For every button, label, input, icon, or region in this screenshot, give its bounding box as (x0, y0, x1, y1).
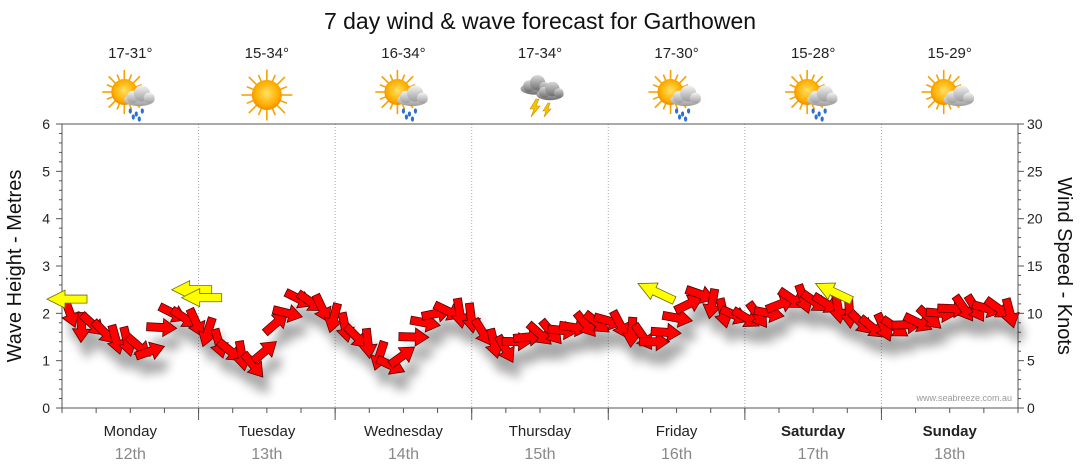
wave-arrows (46, 280, 854, 309)
wind-arrow (1000, 297, 1020, 329)
wind-arrow (387, 346, 416, 369)
wind-arrow (684, 285, 716, 304)
right-tick-label: 30 (1027, 116, 1043, 132)
cloud-shape (806, 85, 838, 107)
wind-arrow (525, 320, 552, 345)
chart-title: 7 day wind & wave forecast for Garthowen (324, 8, 756, 34)
right-tick-label: 0 (1027, 400, 1035, 416)
right-tick-label: 10 (1027, 305, 1043, 321)
wind-arrow (271, 304, 304, 324)
rain-drops (811, 108, 827, 122)
left-tick-label: 2 (42, 305, 50, 321)
temperature-range: 15-34° (245, 45, 289, 62)
wind-arrows (60, 283, 1020, 378)
wind-arrow (951, 293, 974, 322)
day-date: 17th (798, 446, 829, 463)
sun-cloud-rain-icon (648, 69, 701, 122)
day-name: Monday (104, 423, 158, 440)
rain-drops (401, 108, 418, 122)
sun-cloud-rain-icon (785, 69, 838, 122)
wind-arrow (358, 327, 378, 360)
storm-icon (520, 75, 564, 118)
temperature-range: 17-31° (108, 45, 152, 62)
sun-icon (241, 69, 293, 121)
sun-cloud-rain-icon (102, 69, 155, 122)
day-date: 14th (388, 446, 419, 463)
day-name: Wednesday (364, 423, 443, 440)
day-labels: Monday 12th Tuesday 13th Wednesday 14th Thursd… (104, 423, 978, 463)
wave-arrow (814, 282, 854, 305)
rain-drops (674, 108, 691, 122)
day-name: Friday (656, 423, 698, 440)
daily-temperatures: 17-31° 15-34° 16-34° 17-34° 17-30° 15-28° 15-2… (108, 45, 972, 62)
sun-disc (251, 80, 282, 110)
cloud-shape (670, 85, 701, 107)
right-tick-label: 5 (1027, 353, 1035, 369)
wind-arrow (673, 294, 704, 315)
temperature-range: 15-28° (791, 45, 835, 62)
wind-arrow (661, 308, 694, 328)
sun-cloud-icon (921, 69, 975, 115)
day-date: 15th (524, 446, 555, 463)
temperature-range: 15-29° (928, 45, 972, 62)
cloud-shape (397, 85, 428, 107)
temperature-range: 17-34° (518, 45, 562, 62)
wind-arrow (261, 312, 289, 337)
left-tick-label: 3 (42, 258, 50, 274)
wind-arrow (650, 322, 682, 343)
day-name: Saturday (781, 423, 846, 440)
cloud-shape (123, 85, 155, 107)
day-date: 16th (661, 446, 692, 463)
wind-arrow (240, 350, 264, 378)
wind-arrow (702, 287, 722, 320)
wind-arrow (197, 316, 217, 348)
left-tick-label: 1 (42, 353, 50, 369)
wind-arrow (639, 331, 671, 352)
wind-arrow (134, 341, 166, 361)
cloud-shape (943, 85, 975, 107)
wind-arrow (857, 314, 885, 338)
temperature-range: 17-30° (654, 45, 698, 62)
day-date: 12th (115, 446, 146, 463)
weather-icons (102, 69, 975, 122)
plot-frame (61, 123, 1019, 409)
right-tick-label: 20 (1027, 211, 1043, 227)
right-axis-ticks: 0 5 10 15 20 25 30 (1018, 116, 1043, 416)
left-tick-label: 6 (42, 116, 50, 132)
left-tick-label: 5 (42, 163, 50, 179)
right-tick-label: 25 (1027, 163, 1043, 179)
left-tick-label: 4 (42, 211, 50, 227)
day-name: Tuesday (238, 423, 295, 440)
wave-arrow (46, 289, 88, 309)
wind-arrow (71, 311, 92, 344)
credit-text: www.seabreeze.com.au (915, 393, 1012, 403)
left-axis-ticks: 0 1 2 3 4 5 6 (42, 116, 62, 416)
rain-drops (128, 108, 144, 122)
day-date: 13th (251, 446, 282, 463)
wave-arrow (180, 288, 223, 308)
right-tick-label: 15 (1027, 258, 1043, 274)
wind-arrow (185, 306, 206, 338)
day-name: Sunday (923, 423, 978, 440)
grid-lines (61, 124, 1019, 420)
cloud-shape (536, 81, 564, 101)
lightning-bolts (529, 98, 552, 118)
wind-arrow (324, 302, 343, 334)
wave-arrow (637, 282, 677, 305)
wind-arrow (311, 292, 332, 323)
wind-arrow (398, 327, 430, 347)
right-axis-label: Wind Speed - Knots (1053, 177, 1075, 355)
day-date: 18th (934, 446, 965, 463)
sun-cloud-rain-icon (375, 69, 428, 122)
wind-arrow (609, 309, 630, 339)
wind-arrow (146, 317, 178, 338)
temperature-range: 16-34° (381, 45, 425, 62)
left-tick-label: 0 (42, 400, 50, 416)
wind-arrow (250, 341, 277, 365)
wind-arrow (494, 333, 515, 364)
day-name: Thursday (509, 423, 572, 440)
left-axis-label: Wave Height - Metres (4, 170, 26, 363)
